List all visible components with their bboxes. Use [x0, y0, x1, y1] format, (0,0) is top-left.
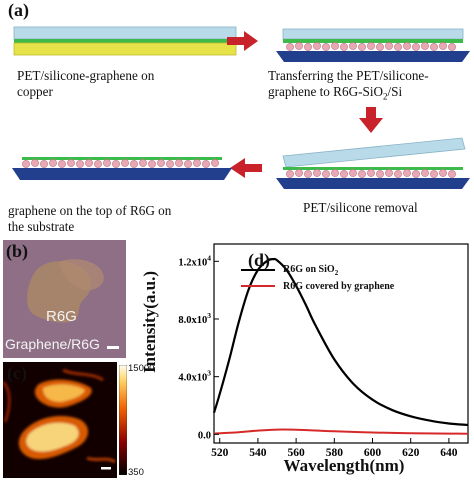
scale-bar [107, 346, 119, 349]
scale-bar [101, 467, 111, 470]
step3-graphene-layer [283, 167, 463, 170]
step4-caption-line2: the substrate [8, 219, 75, 234]
step3-stack [276, 137, 470, 189]
step1-caption-line1: PET/silicone-graphene on [17, 68, 155, 83]
step2-caption-line2-main: graphene to R6G-SiO [268, 84, 384, 99]
step2-pet-layer [282, 28, 464, 40]
graphene-region-2 [59, 259, 104, 291]
colorbar-min-label: 350 [128, 467, 144, 478]
optical-image [3, 240, 126, 358]
y-tick-label: 0.0 [198, 430, 211, 441]
x-tick-label: 540 [249, 447, 267, 459]
step3-caption: PET/silicone removal [303, 200, 418, 215]
graphene-r6g-caption: Graphene/R6G [5, 336, 100, 352]
series-line-sio2 [212, 257, 469, 427]
colorbar [119, 365, 127, 475]
legend-label-sio2: R6G on SiO2 [283, 264, 338, 277]
x-tick-label: 620 [402, 447, 420, 459]
legend-item-sio2: R6G on SiO2 [241, 262, 451, 278]
arrow-right-icon [227, 31, 258, 51]
step3-r6g-molecules [286, 169, 456, 178]
arrow-left-icon [230, 158, 262, 178]
chart-ticks: 520 540 560 580 600 620 640 0.0 4.0x103 8.0x103 1.… [178, 253, 457, 459]
chart-legend: R6G on SiO2 R6G covered by graphene [241, 262, 451, 294]
panel-b-label: (b) [6, 241, 28, 261]
step1-graphene-layer [14, 39, 236, 43]
x-tick-label: 640 [440, 447, 458, 459]
step4-substrate [12, 168, 232, 180]
chart-series [212, 257, 469, 435]
step1-caption: PET/silicone-graphene on copper [17, 68, 154, 100]
legend-label-sio2-main: R6G on SiO [283, 263, 335, 275]
panel-c: (c) 15000 350 [3, 362, 155, 480]
legend-label-graphene: R6G covered by graphene [283, 280, 395, 292]
plot-frame [213, 243, 469, 444]
step4-stack [12, 157, 232, 180]
legend-swatch-graphene [241, 284, 275, 288]
step2-substrate [276, 51, 470, 62]
x-axis-label: Wavelength(nm) [283, 456, 405, 475]
step2-caption-line2-end: /Si [387, 84, 403, 99]
legend-label-sio2-subscript: 2 [334, 268, 339, 277]
step1-pet-layer [13, 26, 237, 40]
arrow-down-icon [359, 107, 383, 133]
panel-d-label: (d) [248, 250, 270, 270]
step4-graphene-layer [22, 157, 222, 160]
panel-a-label: (a) [8, 0, 29, 20]
r6g-region-label: R6G [46, 308, 77, 325]
step1-caption-line2: copper [17, 84, 53, 99]
step2-graphene-layer [283, 39, 463, 43]
panel-b-micrograph: (b) R6G Graphene/R6G [3, 240, 126, 358]
step3-pet-peeling [282, 137, 466, 168]
step4-caption: graphene on the top of R6G on the substr… [8, 203, 171, 235]
y-tick-label: 4.0x103 [178, 369, 211, 384]
step2-caption: Transferring the PET/silicone- graphene … [268, 68, 429, 105]
step2-caption-subscript: 2 [383, 91, 388, 102]
step1-copper-layer [13, 42, 237, 56]
series-line-graphene [213, 428, 469, 435]
x-tick-label: 600 [364, 447, 382, 459]
process-diagram [12, 26, 470, 189]
step3-substrate [276, 178, 470, 189]
legend-swatch-sio2 [241, 268, 275, 272]
step4-caption-line1: graphene on the top of R6G on [8, 203, 172, 218]
x-tick-label: 560 [287, 447, 305, 459]
legend-item-graphene: R6G covered by graphene [241, 278, 451, 294]
panel-c-label: (c) [7, 363, 27, 383]
x-tick-label: 580 [326, 447, 344, 459]
step1-stack [13, 26, 237, 56]
step2-stack [276, 28, 470, 62]
step4-r6g-molecules [22, 159, 219, 168]
y-tick-label: 1.2x104 [178, 253, 211, 268]
raman-map [3, 362, 117, 478]
y-axis-label-wrapper: Intensity(a.u.) [140, 271, 160, 373]
step2-r6g-molecules [286, 42, 456, 51]
chart-axes [213, 243, 469, 444]
colorbar-max-label: 15000 [128, 363, 155, 374]
step2-caption-line2: graphene to R6G-SiO2/Si [268, 84, 429, 105]
x-tick-label: 520 [211, 447, 229, 459]
step2-caption-line1: Transferring the PET/silicone- [268, 68, 429, 83]
y-tick-label: 8.0x103 [178, 311, 211, 326]
